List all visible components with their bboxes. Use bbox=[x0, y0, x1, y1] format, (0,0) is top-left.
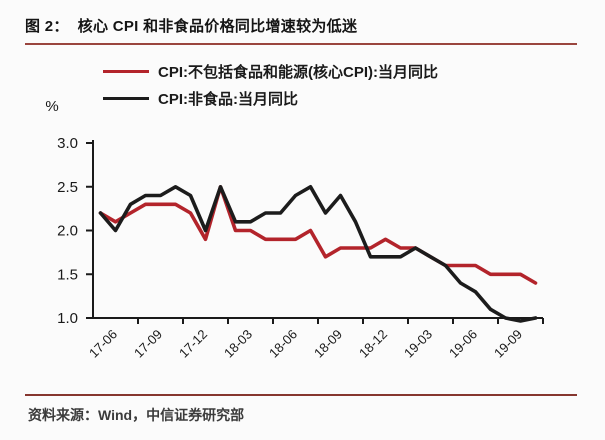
y-axis-tick-label: 2.0 bbox=[57, 223, 78, 240]
legend-label-nonfood-cpi: CPI:非食品:当月同比 bbox=[158, 91, 298, 108]
series-line-1 bbox=[98, 185, 538, 323]
y-axis-tick-label: 1.0 bbox=[57, 310, 78, 327]
legend-label-core-cpi: CPI:不包括食品和能源(核心CPI):当月同比 bbox=[158, 64, 438, 81]
x-axis-tick-label: 18-06 bbox=[266, 327, 300, 361]
x-axis-tick-label: 17-06 bbox=[86, 327, 120, 361]
legend-item-nonfood-cpi: CPI:非食品:当月同比 bbox=[103, 85, 438, 112]
x-axis-tick-label: 19-03 bbox=[401, 327, 435, 361]
footer-divider bbox=[25, 394, 577, 396]
x-axis-tick-label: 17-09 bbox=[131, 327, 165, 361]
x-axis-tick-label: 18-09 bbox=[311, 327, 345, 361]
y-axis-tick-label: 1.5 bbox=[57, 266, 78, 283]
legend-item-core-cpi: CPI:不包括食品和能源(核心CPI):当月同比 bbox=[103, 58, 438, 85]
legend-swatch-nonfood-cpi bbox=[103, 97, 149, 100]
legend-swatch-core-cpi bbox=[103, 70, 149, 73]
source-note: 资料来源：Wind，中信证券研究部 bbox=[28, 407, 245, 423]
x-axis-tick-label: 18-12 bbox=[356, 327, 390, 361]
series-line-0 bbox=[98, 185, 538, 285]
chart-legend: CPI:不包括食品和能源(核心CPI):当月同比 CPI:非食品:当月同比 bbox=[103, 58, 438, 112]
y-axis-tick-label: 2.5 bbox=[57, 179, 78, 196]
x-axis-tick-label: 18-03 bbox=[221, 327, 255, 361]
x-axis-tick-label: 19-06 bbox=[446, 327, 480, 361]
y-axis-unit-label: % bbox=[45, 98, 58, 115]
title-divider bbox=[25, 43, 577, 45]
x-axis-tick-label: 19-09 bbox=[491, 327, 525, 361]
figure-title: 图 2： 核心 CPI 和非食品价格同比增速较为低迷 bbox=[25, 18, 358, 35]
x-axis-tick-label: 17-12 bbox=[176, 327, 210, 361]
y-axis-tick-label: 3.0 bbox=[57, 135, 78, 152]
